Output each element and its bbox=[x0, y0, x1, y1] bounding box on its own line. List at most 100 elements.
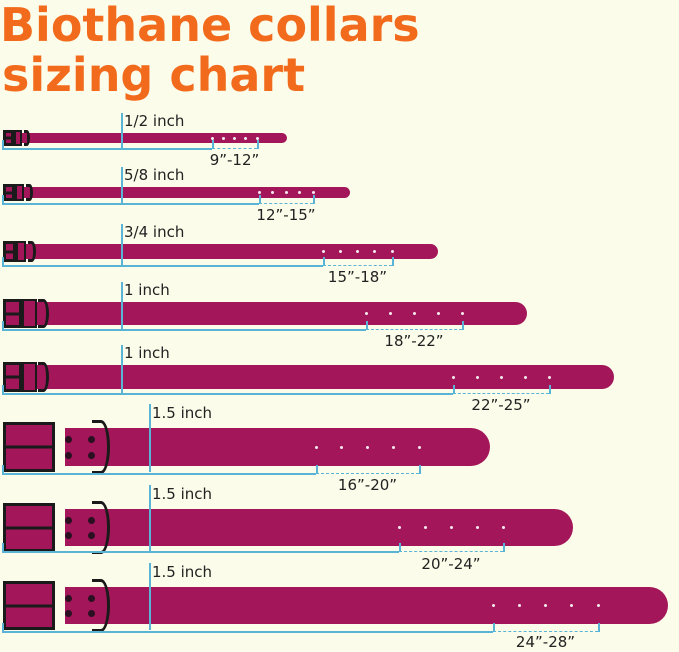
width-label: 3/4 inch bbox=[124, 223, 185, 241]
buckle-icon bbox=[3, 184, 15, 201]
size-range-dashes bbox=[399, 551, 503, 552]
adjustment-hole bbox=[449, 526, 453, 529]
keeper bbox=[16, 241, 27, 262]
rivet bbox=[65, 610, 72, 617]
title-line-1: Biothane collars bbox=[0, 0, 420, 52]
keeper bbox=[15, 184, 24, 201]
range-tick-end bbox=[257, 140, 259, 149]
adjustment-hole bbox=[210, 136, 214, 140]
adjustment-hole bbox=[257, 191, 261, 194]
size-range-label: 24”-28” bbox=[515, 633, 576, 651]
rivet bbox=[65, 436, 72, 443]
range-tick-start bbox=[212, 140, 214, 149]
buckle-icon bbox=[3, 299, 23, 328]
size-range-dashes bbox=[366, 329, 462, 330]
width-label: 1 inch bbox=[124, 281, 170, 299]
rivet bbox=[65, 517, 72, 524]
range-tick-end bbox=[598, 623, 600, 632]
keeper bbox=[22, 299, 37, 328]
range-tick-start bbox=[399, 543, 401, 552]
guide-start-tick bbox=[2, 257, 4, 266]
collar-strap bbox=[35, 365, 614, 389]
title-line-2: sizing chart bbox=[2, 48, 306, 102]
adjustment-hole bbox=[451, 375, 455, 379]
adjustment-hole bbox=[547, 375, 551, 379]
adjustment-hole bbox=[388, 312, 392, 315]
length-guide-line bbox=[2, 473, 316, 475]
length-guide-line bbox=[2, 148, 212, 150]
adjustment-hole bbox=[523, 375, 527, 379]
adjustment-hole bbox=[499, 375, 503, 379]
width-label: 5/8 inch bbox=[124, 166, 185, 184]
rivet bbox=[65, 452, 72, 459]
adjustment-hole bbox=[298, 191, 301, 194]
size-range-label: 20”-24” bbox=[421, 555, 481, 573]
range-tick-end bbox=[503, 543, 505, 552]
buckle-icon bbox=[3, 422, 55, 472]
d-ring-icon bbox=[92, 579, 110, 632]
adjustment-hole bbox=[284, 191, 288, 194]
adjustment-hole bbox=[475, 526, 479, 529]
adjustment-hole bbox=[501, 526, 505, 529]
collar-strap bbox=[23, 187, 350, 198]
keeper bbox=[13, 130, 22, 146]
range-tick-start bbox=[453, 385, 455, 394]
width-marker bbox=[149, 563, 151, 630]
rivet bbox=[65, 532, 72, 539]
adjustment-hole bbox=[391, 445, 395, 449]
width-marker bbox=[121, 282, 123, 331]
length-guide-line bbox=[2, 203, 259, 205]
length-guide-line bbox=[2, 631, 493, 633]
adjustment-hole bbox=[311, 191, 315, 194]
guide-start-tick bbox=[2, 385, 4, 394]
adjustment-hole bbox=[338, 250, 342, 253]
range-tick-start bbox=[259, 195, 261, 204]
guide-start-tick bbox=[2, 465, 4, 474]
rivet bbox=[65, 595, 72, 602]
size-range-label: 16”-20” bbox=[337, 476, 398, 494]
width-marker bbox=[121, 167, 123, 204]
adjustment-hole bbox=[491, 604, 495, 607]
range-tick-end bbox=[549, 385, 551, 394]
adjustment-hole bbox=[221, 136, 225, 140]
size-range-label: 22”-25” bbox=[471, 396, 531, 414]
range-tick-start bbox=[316, 465, 318, 474]
adjustment-hole bbox=[364, 312, 368, 315]
length-guide-line bbox=[2, 329, 366, 331]
size-range-label: 9”-12” bbox=[209, 151, 260, 169]
adjustment-hole bbox=[233, 136, 236, 140]
length-guide-line bbox=[2, 265, 323, 267]
adjustment-hole bbox=[417, 445, 421, 449]
range-tick-end bbox=[313, 195, 315, 204]
d-ring-icon bbox=[38, 362, 49, 392]
buckle-icon bbox=[3, 130, 14, 146]
adjustment-hole bbox=[356, 250, 359, 253]
adjustment-hole bbox=[397, 526, 401, 529]
collar-strap bbox=[65, 587, 668, 624]
d-ring-icon bbox=[24, 130, 30, 146]
collar-strap bbox=[25, 244, 438, 259]
adjustment-hole bbox=[460, 312, 464, 315]
width-label: 1.5 inch bbox=[152, 404, 213, 422]
adjustment-hole bbox=[255, 136, 259, 140]
adjustment-hole bbox=[321, 250, 325, 253]
buckle-icon bbox=[3, 503, 55, 552]
size-range-label: 18”-22” bbox=[384, 332, 444, 350]
width-label: 1.5 inch bbox=[152, 563, 213, 581]
d-ring-icon bbox=[92, 420, 110, 474]
range-tick-start bbox=[323, 257, 325, 266]
range-tick-end bbox=[462, 321, 464, 330]
adjustment-hole bbox=[517, 604, 521, 607]
width-label: 1/2 inch bbox=[124, 112, 185, 130]
width-marker bbox=[149, 485, 151, 552]
d-ring-icon bbox=[92, 501, 110, 554]
range-tick-end bbox=[392, 257, 394, 266]
adjustment-hole bbox=[570, 604, 574, 607]
range-tick-start bbox=[493, 623, 495, 632]
range-tick-end bbox=[419, 465, 421, 474]
buckle-icon bbox=[3, 241, 17, 262]
adjustment-hole bbox=[244, 136, 248, 140]
size-range-label: 12”-15” bbox=[256, 206, 316, 224]
adjustment-hole bbox=[544, 604, 547, 607]
width-marker bbox=[149, 404, 151, 472]
